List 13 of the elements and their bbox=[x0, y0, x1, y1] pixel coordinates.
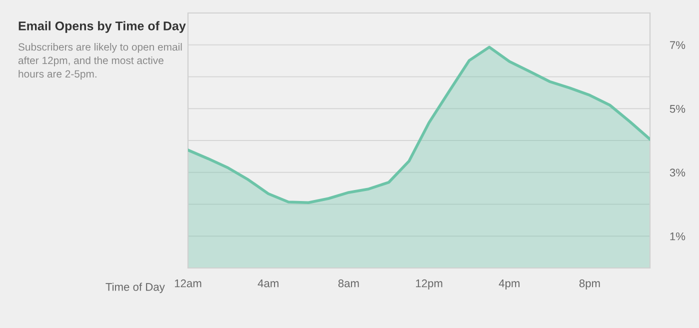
x-tick-label: 12am bbox=[174, 279, 202, 288]
x-tick-label: 4pm bbox=[498, 280, 520, 290]
x-tick-label: 12pm bbox=[416, 279, 442, 290]
x-axis-title: Time of Day bbox=[106, 282, 165, 294]
x-tick-label: 8am bbox=[338, 279, 359, 288]
text: Email Opens by Time of Day bbox=[18, 21, 186, 33]
y-tick-label: 3% bbox=[670, 168, 686, 177]
text: Subscribers are likely to open email after 12pm, and the most active hours are 2-5pm. bbox=[18, 43, 182, 80]
y-tick-label: 7% bbox=[670, 41, 686, 49]
y-tick-label: 1% bbox=[670, 232, 686, 240]
x-tick-label: 4am bbox=[258, 280, 278, 288]
x-tick-label: 8pm bbox=[579, 279, 600, 290]
y-tick-label: 5% bbox=[670, 104, 686, 113]
